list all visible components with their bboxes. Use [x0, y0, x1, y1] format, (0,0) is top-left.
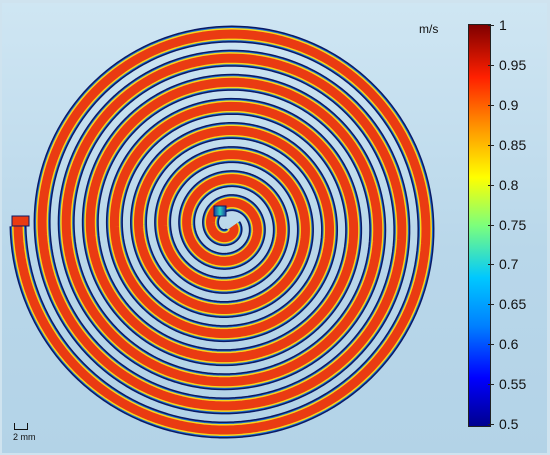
- channel-outlet-cap: [11, 215, 30, 227]
- colorbar-tick-label: 0.9: [499, 96, 519, 113]
- colorbar-tick-mark: [488, 424, 494, 425]
- colorbar-tick-label: 0.95: [499, 56, 527, 73]
- scale-bar: [14, 423, 28, 430]
- colorbar-tick-mark: [488, 384, 494, 386]
- colorbar-tick-mark: [488, 184, 494, 186]
- colorbar-tick-mark: [488, 304, 494, 306]
- colorbar-tick-mark: [488, 144, 494, 146]
- inlet-end-cap: [213, 205, 227, 217]
- colorbar-tick-label: 0.7: [499, 256, 519, 273]
- colorbar-tick-mark: [488, 344, 494, 346]
- colorbar-tick-label: 0.85: [499, 136, 527, 153]
- spiral-channel: [9, 25, 435, 439]
- channel-flow-core: [13, 29, 431, 435]
- colorbar-tick-mark: [488, 264, 494, 266]
- colorbar-tick-label: 0.55: [499, 376, 527, 393]
- colorbar-tick-label: 0.8: [499, 176, 519, 193]
- colorbar: [468, 24, 491, 427]
- scale-bar-label: 2 mm: [13, 432, 36, 442]
- colorbar-tick-label: 0.5: [499, 416, 519, 432]
- colorbar-tick-mark: [488, 25, 494, 26]
- colorbar-tick-label: 0.6: [499, 336, 519, 353]
- colorbar-tick-mark: [488, 224, 494, 226]
- colorbar-tick-label: 0.75: [499, 216, 527, 233]
- colorbar-unit-label: m/s: [419, 22, 439, 36]
- colorbar-tick-label: 0.65: [499, 296, 527, 313]
- colorbar-tick-label: 1: [499, 17, 507, 33]
- colorbar-tick-mark: [488, 64, 494, 66]
- colorbar-tick-mark: [488, 104, 494, 106]
